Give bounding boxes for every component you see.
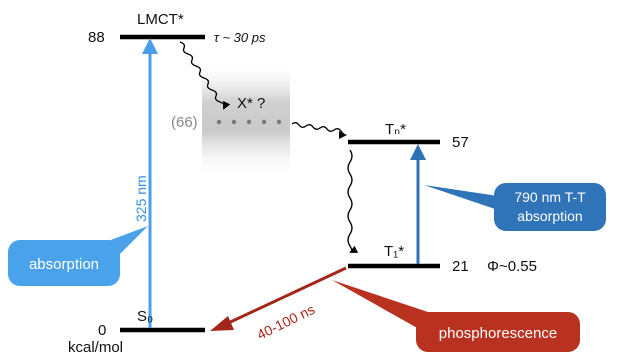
lmct-energy: 88 [88, 29, 105, 46]
tt-callout-line-2: absorption [517, 208, 582, 224]
t1-energy: 21 [452, 258, 469, 275]
phosphorescence-arrow [223, 266, 347, 327]
tn-energy: 57 [452, 134, 469, 151]
absorption-callout: absorption [8, 226, 148, 286]
s0-energy: 0 [98, 322, 106, 339]
absorption-wavelength-label: 325 nm [133, 175, 149, 222]
x-state-energy: (66) [171, 114, 198, 131]
phosphorescence-arrowhead [210, 316, 234, 331]
tn-label: Tₙ* [385, 121, 406, 138]
x-level-dots [216, 119, 282, 125]
absorption-callout-text: absorption [29, 256, 99, 273]
tt-absorption-callout: 790 nm T-T absorption [424, 183, 606, 231]
phosphorescence-callout-text: phosphorescence [439, 325, 557, 342]
relaxation-wavy-arrow-1 [179, 41, 231, 110]
relaxation-wavy-arrow-3 [347, 149, 359, 253]
x-state-label: X* ? [237, 95, 265, 112]
x-state-region [202, 60, 290, 178]
lmct-label: LMCT* [137, 11, 184, 28]
energy-unit: kcal/mol [68, 339, 123, 356]
relaxation-wavy-arrow-2 [291, 122, 347, 139]
absorption-arrowhead [142, 38, 158, 54]
phosphorescence-callout: phosphorescence [332, 280, 580, 352]
t1-label: T₁* [384, 243, 404, 260]
quantum-yield: Φ~0.55 [487, 258, 537, 275]
tt-absorption-arrowhead [410, 144, 426, 160]
tt-callout-line-1: 790 nm T-T [514, 189, 586, 205]
s0-label: S₀ [137, 308, 153, 325]
lmct-lifetime: τ ~ 30 ps [214, 30, 266, 45]
